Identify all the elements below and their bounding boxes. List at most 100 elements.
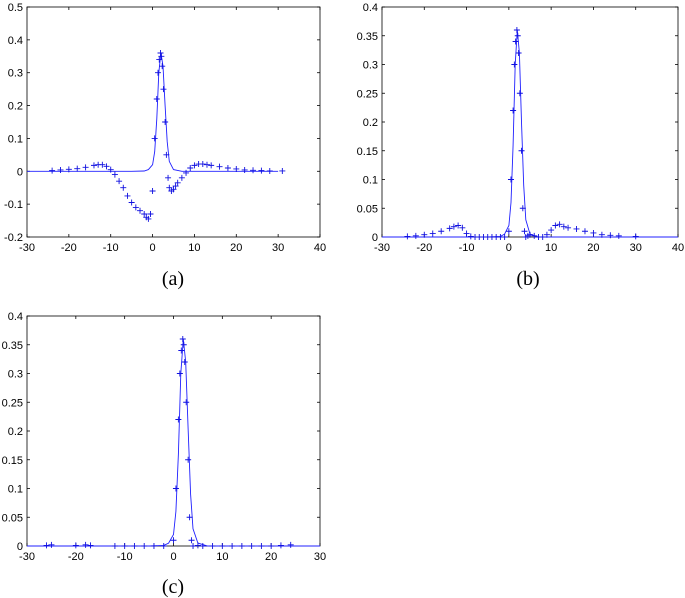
- x-tick-label: 30: [272, 242, 284, 254]
- fit-curve: [382, 29, 678, 238]
- data-point-marker: [170, 186, 177, 193]
- data-point-marker: [258, 167, 265, 174]
- x-tick-label: -10: [459, 242, 475, 254]
- data-point-marker: [160, 86, 167, 93]
- data-point-marker: [147, 211, 154, 217]
- x-tick-label: 20: [587, 242, 599, 254]
- data-point-marker: [120, 184, 127, 191]
- data-point-marker: [404, 233, 411, 240]
- data-point-marker: [111, 171, 118, 178]
- data-point-marker: [187, 165, 194, 171]
- data-point-marker: [581, 228, 588, 235]
- data-point-marker: [180, 341, 187, 348]
- fit-curve: [27, 52, 279, 172]
- y-tick-label: 0.1: [363, 175, 378, 187]
- y-tick-label: 0.3: [363, 60, 378, 72]
- y-tick-label: 0.25: [357, 88, 378, 100]
- x-tick-label: 20: [230, 242, 242, 254]
- data-point-marker: [429, 230, 436, 237]
- x-tick-label: 40: [672, 242, 684, 254]
- data-point-marker: [219, 543, 226, 549]
- data-point-marker: [513, 27, 520, 33]
- data-point-marker: [159, 63, 166, 70]
- y-tick-label: 0.05: [357, 203, 378, 215]
- data-point-marker: [99, 161, 106, 168]
- data-point-marker: [188, 537, 195, 544]
- data-point-marker: [82, 541, 89, 548]
- y-tick-label: 0.35: [2, 340, 23, 352]
- data-point-marker: [208, 162, 215, 169]
- data-point-marker: [150, 543, 157, 549]
- data-point-marker: [250, 167, 257, 174]
- data-point-marker: [224, 165, 231, 171]
- data-point-marker: [149, 188, 156, 194]
- data-point-marker: [552, 222, 559, 229]
- data-point-marker: [131, 543, 138, 549]
- data-point-marker: [203, 161, 210, 168]
- data-point-marker: [632, 233, 639, 240]
- x-tick-label: -30: [374, 242, 390, 254]
- data-point-marker: [178, 174, 185, 181]
- data-point-marker: [519, 205, 526, 212]
- y-tick-label: 0.3: [8, 369, 23, 381]
- data-point-marker: [463, 230, 470, 237]
- data-point-marker: [501, 234, 508, 240]
- data-point-marker: [186, 514, 193, 521]
- data-point-marker: [87, 542, 94, 549]
- data-point-marker: [229, 543, 236, 549]
- data-point-marker: [511, 61, 518, 68]
- data-point-marker: [128, 199, 135, 206]
- y-tick-label: 0.4: [8, 35, 23, 47]
- data-point-marker: [268, 543, 275, 549]
- x-tick-label: -10: [103, 242, 119, 254]
- y-tick-label: 0.25: [2, 397, 23, 409]
- data-point-marker: [158, 53, 165, 60]
- y-tick-label: 0.1: [8, 484, 23, 496]
- y-tick-label: 0.35: [357, 31, 378, 43]
- data-point-marker: [124, 192, 131, 199]
- y-tick-label: 0.15: [357, 146, 378, 158]
- data-point-marker: [505, 228, 512, 235]
- data-point-marker: [459, 224, 466, 231]
- data-point-marker: [174, 179, 181, 186]
- x-tick-label: 20: [265, 551, 277, 563]
- data-point-marker: [279, 167, 286, 174]
- data-point-marker: [172, 183, 179, 190]
- x-tick-label: -10: [117, 551, 133, 563]
- data-point-marker: [183, 399, 190, 406]
- data-point-marker: [170, 537, 177, 544]
- data-point-marker: [233, 165, 240, 172]
- data-point-marker: [615, 232, 622, 239]
- data-point-marker: [199, 543, 206, 549]
- data-point-marker: [556, 221, 563, 228]
- data-point-marker: [565, 224, 572, 231]
- data-point-marker: [514, 32, 521, 39]
- data-point-marker: [132, 204, 139, 211]
- x-tick-label: 40: [314, 242, 326, 254]
- data-point-marker: [74, 165, 81, 172]
- data-point-marker: [162, 119, 169, 125]
- data-point-marker: [141, 211, 148, 217]
- data-point-marker: [607, 232, 614, 239]
- y-tick-label: 0.05: [2, 512, 23, 524]
- data-point-marker: [166, 184, 173, 191]
- panel-a: -30 -20 -10 0 10 20 30 40 -0.2 -0.1 0 0.1 0.2 0.3 0.4 0…: [4, 2, 326, 290]
- x-tick-label: -30: [19, 551, 35, 563]
- data-point-marker: [507, 176, 514, 183]
- data-point-marker: [155, 69, 162, 76]
- data-point-marker: [412, 232, 419, 239]
- data-point-marker: [590, 229, 597, 236]
- data-point-marker: [82, 164, 89, 171]
- data-point-marker: [160, 543, 167, 549]
- data-point-marker: [258, 543, 265, 549]
- data-point-marker: [241, 166, 248, 173]
- x-tick-label: -20: [68, 551, 84, 563]
- x-tick-label: 0: [150, 242, 156, 254]
- data-point-marker: [543, 231, 550, 238]
- data-point-marker: [209, 543, 216, 549]
- y-tick-label: -0.2: [4, 232, 23, 244]
- panel-caption: (b): [516, 268, 539, 290]
- data-point-marker: [467, 233, 474, 240]
- data-point-marker: [153, 96, 160, 102]
